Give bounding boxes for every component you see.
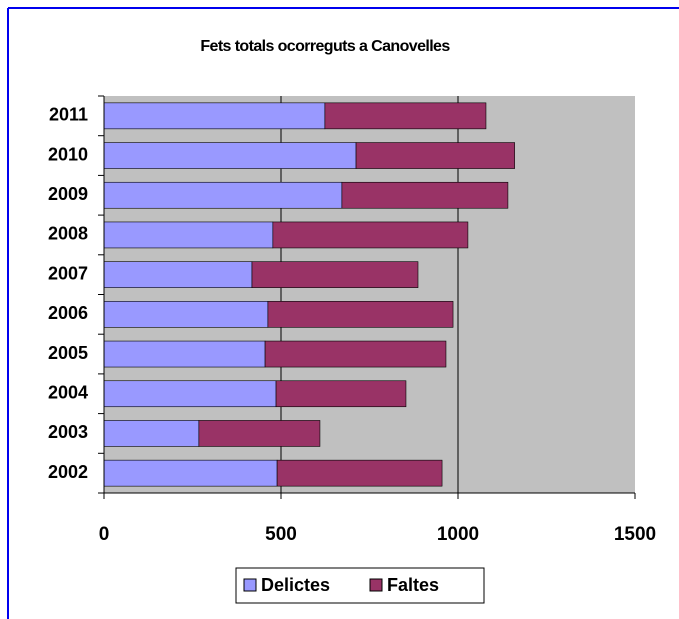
bar-segment <box>341 181 509 209</box>
legend-swatch <box>243 578 257 592</box>
chart-title: Fets totals ocorreguts a Canovelles <box>200 38 450 55</box>
y-tick-label: 2007 <box>48 263 88 283</box>
y-tick-label: 2004 <box>48 383 88 403</box>
bar-segment <box>103 221 274 249</box>
bar-segment <box>198 420 321 447</box>
y-tick-label: 2006 <box>48 303 88 323</box>
bar-segment <box>103 261 253 288</box>
bar-segment <box>264 340 447 368</box>
x-tick-label: 500 <box>265 524 297 545</box>
bar-segment <box>103 420 200 447</box>
bar-segment <box>103 301 269 328</box>
y-tick-label: 2008 <box>48 224 88 244</box>
legend-label: Delictes <box>261 575 330 595</box>
bar-segment <box>103 181 343 209</box>
bar-segment <box>267 301 454 328</box>
y-tick-label: 2009 <box>48 184 88 204</box>
legend-swatch <box>369 578 383 592</box>
x-tick-label: 1000 <box>437 524 479 545</box>
x-tick-label: 1500 <box>614 524 656 545</box>
bar-segment <box>251 261 419 288</box>
bar-segment <box>324 102 487 130</box>
y-tick-label: 2003 <box>48 422 88 442</box>
bar-segment <box>275 380 407 408</box>
bar-segment <box>103 459 278 487</box>
bar-segment <box>272 221 469 249</box>
y-tick-label: 2005 <box>48 343 88 363</box>
bar-segment <box>103 102 326 130</box>
legend-label: Faltes <box>387 575 439 595</box>
bar-segment <box>355 142 515 169</box>
y-tick-label: 2010 <box>48 144 88 164</box>
bar-segment <box>276 459 443 487</box>
y-tick-label: 2011 <box>49 105 88 125</box>
bar-segment <box>103 142 357 169</box>
bar-segment <box>103 380 277 408</box>
x-tick-label: 0 <box>99 524 110 545</box>
legend <box>235 567 485 604</box>
y-tick-label: 2002 <box>48 462 88 482</box>
bar-segment <box>103 340 266 368</box>
